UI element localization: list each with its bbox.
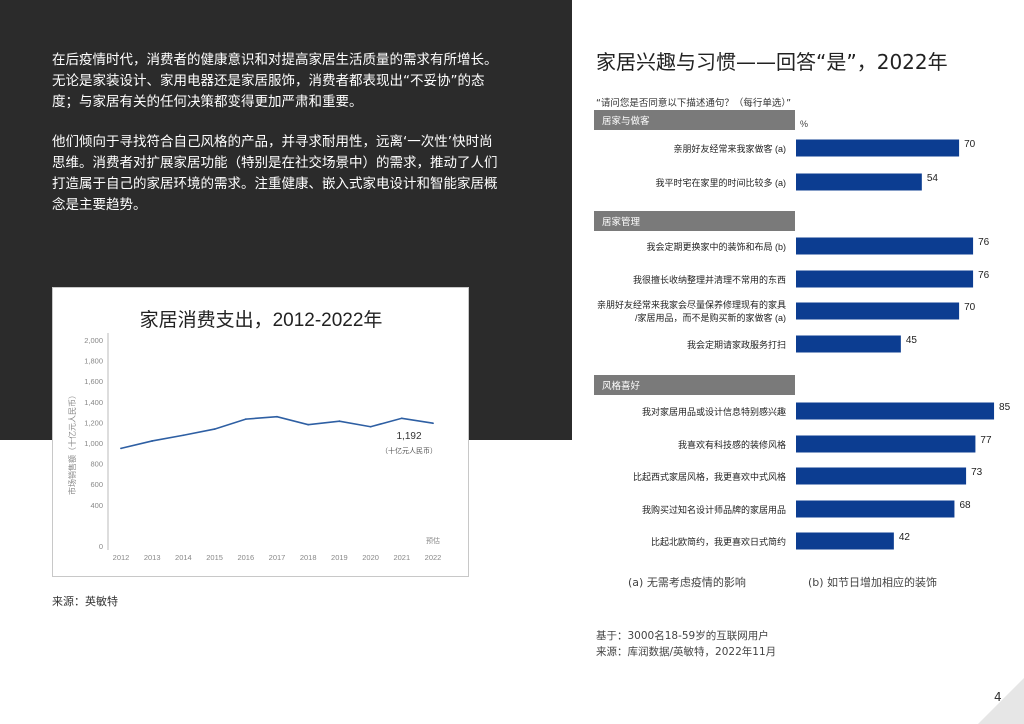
page-number: 4 [994,690,1002,704]
y-tick-label: 2,000 [84,336,103,345]
bar-value-label: 76 [978,270,990,281]
data-point [432,422,434,425]
group-header [594,211,795,231]
x-tick-label: 2016 [237,553,254,562]
source-right: 来源：库润数据/英敏特，2022年11月 [596,646,777,658]
y-tick-label: 400 [90,501,103,510]
x-tick-label: 2019 [331,553,348,562]
bar-category-label: 我喜欢有科技感的装修风格 [678,439,786,450]
line-chart-card: 家居消费支出，2012-2022年 0 400 600 800 1,000 1,200 1,4… [52,287,469,577]
bar-value-label: 70 [964,139,976,150]
x-tick-label: 2014 [175,553,192,562]
bar-category-label: 我很擅长收纳整理并清理不常用的东西 [633,274,786,285]
bar [796,270,974,288]
data-point [151,440,154,442]
bar-category-label: 比起北欧简约，我更喜欢日式简约 [651,536,786,547]
group-header [594,375,795,395]
bar-value-label: 73 [971,467,983,478]
y-tick-label: 1,400 [84,398,103,407]
base-note: 基于：3000名18-59岁的互联网用户 [596,630,769,642]
x-tick-label: 2012 [113,553,130,562]
y-tick-label: 0 [99,542,103,551]
x-tick-label: 2022 [425,553,442,562]
bar-category-label: 我会定期更换家中的装饰和布局 (b) [646,241,786,252]
data-point [307,423,310,426]
bar [796,237,974,255]
intro-text: 在后疫情时代，消费者的健康意识和对提高家居生活质量的需求有所增长。无论是家装设计… [52,50,502,235]
bar-category-label: 我会定期请家政服务打扫 [687,339,786,350]
bar-value-label: 76 [978,237,990,248]
bar-category-label: 亲朋好友经常来我家会尽量保养修理现有的家具 [597,299,786,310]
bar-category-label: 亲朋好友经常来我家做客 (a) [673,143,786,154]
intro-paragraph-1: 在后疫情时代，消费者的健康意识和对提高家居生活质量的需求有所增长。无论是家装设计… [52,52,498,110]
data-point [120,447,122,450]
bar-value-label: 77 [980,435,992,446]
bar-chart-title: 家居兴趣与习惯——回答“是”，2022年 [596,50,948,74]
last-value-unit: （十亿元人民币） [381,446,437,455]
x-tick-label: 2017 [269,553,286,562]
group-header-label: 风格喜好 [602,380,641,392]
y-tick-label: 800 [90,460,103,469]
last-value-label: 1,192 [396,431,421,442]
y-tick-label: 1,200 [84,418,103,427]
group-header-label: 居家与做客 [602,115,650,127]
estimate-label: 预估 [426,536,440,545]
bar [796,435,976,453]
data-point [400,417,403,420]
data-point [213,428,216,430]
bar-value-label: 54 [927,173,939,184]
bar [796,500,955,518]
series-line [120,415,434,450]
bar [796,173,922,191]
line-chart: 家居消费支出，2012-2022年 0 400 600 800 1,000 1,200 1,4… [67,309,442,562]
bar [796,139,960,157]
source-left: 来源：英敏特 [52,595,118,608]
unit-label: % [800,119,808,129]
page-corner-fold [978,678,1024,724]
bar-value-label: 42 [899,532,911,543]
bar-category-label: /家居用品，而不是购买新的家做客 (a) [635,312,786,323]
y-tick-label: 1,800 [84,357,103,366]
bar-chart: % 居家与做客 70 亲朋好友经常来我家做客 (a) 54 我平时宅在家里的时间比较多 (… [594,110,1010,550]
bar-value-label: 68 [959,500,971,511]
bar [796,467,967,485]
bar-category-label: 我平时宅在家里的时间比较多 (a) [655,177,786,188]
footnote-a: (a) 无需考虑疫情的影响 [628,576,746,589]
bar-value-label: 45 [906,335,918,346]
x-tick-label: 2021 [393,553,410,562]
data-point [338,420,341,423]
bar-category-label: 我对家居用品或设计信息特别感兴趣 [642,406,786,417]
footnote-b: (b) 如节日增加相应的装饰 [808,576,938,589]
x-tick-label: 2013 [144,553,161,562]
line-chart-title: 家居消费支出，2012-2022年 [140,309,383,331]
bar [796,402,995,420]
y-axis-label: 市场销售额（十亿元人民币） [67,391,77,495]
data-point [369,425,372,428]
x-tick-label: 2018 [300,553,317,562]
bar [796,532,894,550]
bar [796,302,960,320]
bar-chart-question: “请问您是否同意以下描述通句？（每行单选）” [596,98,792,109]
bar-category-label: 比起西式家居风格，我更喜欢中式风格 [633,471,786,482]
group-header [594,110,795,130]
data-point [182,434,185,437]
bar-value-label: 85 [999,402,1010,413]
x-tick-label: 2020 [362,553,379,562]
group-header-label: 居家管理 [602,216,641,228]
x-tick-label: 2015 [206,553,223,562]
y-tick-label: 600 [90,480,103,489]
data-point [244,418,247,421]
bar-value-label: 70 [964,302,976,313]
data-point [276,415,278,418]
bar-category-label: 我购买过知名设计师品牌的家居用品 [642,504,786,515]
bar [796,335,901,353]
y-tick-label: 1,600 [84,377,103,386]
intro-paragraph-2: 他们倾向于寻找符合自己风格的产品，并寻求耐用性，远离‘一次性’快时尚思维。消费者… [52,134,498,213]
y-tick-label: 1,000 [84,439,103,448]
base-and-source: 基于：3000名18-59岁的互联网用户 来源：库润数据/英敏特，2022年11… [596,628,776,660]
